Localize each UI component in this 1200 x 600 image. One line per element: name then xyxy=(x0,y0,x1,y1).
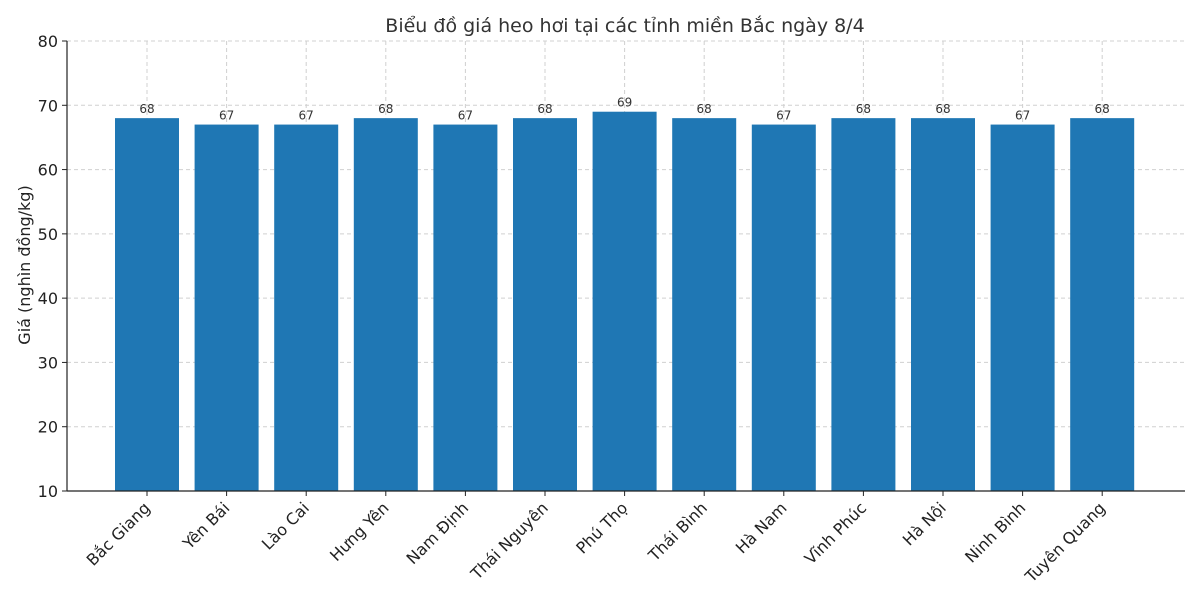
y-tick-label: 40 xyxy=(38,289,58,308)
bar xyxy=(513,118,577,492)
x-tick-label: Phú Thọ xyxy=(572,498,631,557)
bar xyxy=(1070,118,1135,492)
x-tick-label: Hà Nam xyxy=(732,498,791,557)
x-tick-label: Hà Nội xyxy=(899,498,950,549)
bar xyxy=(751,124,816,492)
x-tick-label: Nam Định xyxy=(403,498,473,568)
bar-value-label: 67 xyxy=(1015,109,1030,123)
x-tick-label: Vĩnh Phúc xyxy=(801,498,871,568)
bar-value-label: 68 xyxy=(378,102,393,116)
bar-value-label: 68 xyxy=(537,102,552,116)
bar-value-label: 68 xyxy=(139,102,154,116)
bar-value-label: 67 xyxy=(219,109,234,123)
data-labels: 68 67 67 68 67 68 69 68 67 68 68 67 68 xyxy=(139,96,1109,123)
bar xyxy=(990,124,1055,492)
y-tick-label: 10 xyxy=(38,482,58,501)
bar-value-label: 69 xyxy=(617,96,632,110)
bar-value-label: 68 xyxy=(697,102,712,116)
bar xyxy=(353,118,418,492)
bar-value-label: 67 xyxy=(776,109,791,123)
bar-value-label: 68 xyxy=(1095,102,1110,116)
y-tick-label: 70 xyxy=(38,96,58,115)
bar xyxy=(274,124,339,492)
y-tick-label: 20 xyxy=(38,418,58,437)
bar xyxy=(911,118,975,492)
bar-value-label: 68 xyxy=(856,102,871,116)
bar xyxy=(433,124,498,492)
bar-value-label: 67 xyxy=(458,109,473,123)
bars xyxy=(115,111,1135,492)
x-tick-label: Thái Bình xyxy=(644,498,711,565)
y-axis-label: Giá (nghìn đồng/kg) xyxy=(15,185,34,344)
x-tick-label: Ninh Bình xyxy=(961,498,1029,566)
y-tick-label: 60 xyxy=(38,161,58,180)
bar xyxy=(672,118,737,492)
y-tick-label: 30 xyxy=(38,353,58,372)
y-tick-label: 80 xyxy=(38,32,58,51)
x-tick-label: Bắc Giang xyxy=(83,498,154,569)
bar xyxy=(194,124,259,492)
bar-value-label: 68 xyxy=(935,102,950,116)
bar xyxy=(831,118,896,492)
bar xyxy=(115,118,179,492)
y-tick-label: 50 xyxy=(38,225,58,244)
bar xyxy=(592,111,657,491)
x-tick-label: Tuyên Quang xyxy=(1021,498,1109,586)
x-tick-label: Yên Bái xyxy=(178,498,233,553)
x-tick-label: Lào Cai xyxy=(258,498,313,553)
chart-title: Biểu đồ giá heo hơi tại các tỉnh miền Bắ… xyxy=(385,14,864,37)
x-tick-label: Hưng Yên xyxy=(326,498,393,565)
bar-value-label: 67 xyxy=(299,109,314,123)
x-tick-label: Thái Nguyên xyxy=(466,498,552,584)
